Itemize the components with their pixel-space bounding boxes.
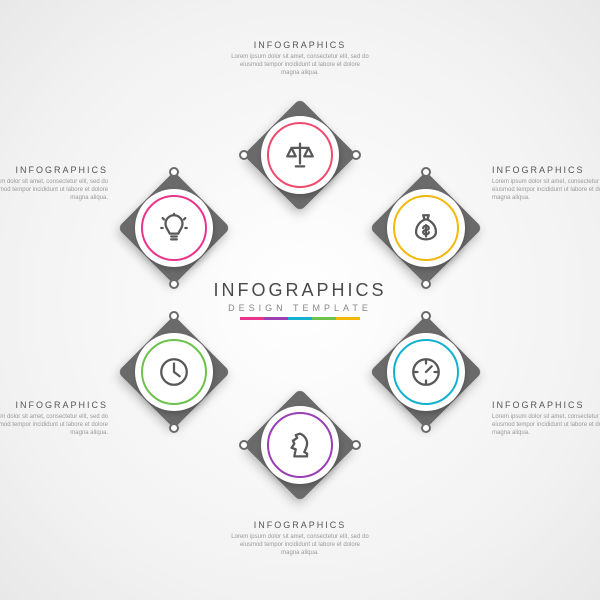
node-label-bottom-left: INFOGRAPHICS Lorem ipsum dolor sit amet, … bbox=[0, 400, 108, 437]
node-bottom-left bbox=[119, 317, 229, 427]
node-label-top-right: INFOGRAPHICS Lorem ipsum dolor sit amet, … bbox=[492, 165, 600, 202]
label-heading: INFOGRAPHICS bbox=[230, 520, 370, 530]
gps-icon bbox=[409, 355, 443, 389]
node-disc bbox=[387, 333, 465, 411]
label-heading: INFOGRAPHICS bbox=[230, 40, 370, 50]
label-heading: INFOGRAPHICS bbox=[492, 400, 600, 410]
label-body: Lorem ipsum dolor sit amet, consectetur … bbox=[0, 413, 108, 437]
clock-icon bbox=[157, 355, 191, 389]
center-label: INFOGRAPHICS DESIGN TEMPLATE bbox=[200, 280, 400, 320]
node-top bbox=[245, 100, 355, 210]
node-disc bbox=[261, 116, 339, 194]
lightbulb-icon bbox=[157, 211, 191, 245]
node-label-top-left: INFOGRAPHICS Lorem ipsum dolor sit amet, … bbox=[0, 165, 108, 202]
label-heading: INFOGRAPHICS bbox=[492, 165, 600, 175]
moneybag-icon bbox=[409, 211, 443, 245]
node-label-top: INFOGRAPHICS Lorem ipsum dolor sit amet, … bbox=[230, 40, 370, 77]
node-top-left bbox=[119, 173, 229, 283]
infographic-stage: INFOGRAPHICS DESIGN TEMPLATE INFOGRAPHIC… bbox=[0, 0, 600, 600]
node-label-bottom: INFOGRAPHICS Lorem ipsum dolor sit amet, … bbox=[230, 520, 370, 557]
label-heading: INFOGRAPHICS bbox=[0, 400, 108, 410]
node-bottom bbox=[245, 390, 355, 500]
label-body: Lorem ipsum dolor sit amet, consectetur … bbox=[0, 178, 108, 202]
label-body: Lorem ipsum dolor sit amet, consectetur … bbox=[230, 53, 370, 77]
scale-icon bbox=[283, 138, 317, 172]
node-disc bbox=[261, 406, 339, 484]
node-disc bbox=[135, 333, 213, 411]
knight-icon bbox=[283, 428, 317, 462]
label-body: Lorem ipsum dolor sit amet, consectetur … bbox=[492, 413, 600, 437]
node-top-right bbox=[371, 173, 481, 283]
label-body: Lorem ipsum dolor sit amet, consectetur … bbox=[492, 178, 600, 202]
label-heading: INFOGRAPHICS bbox=[0, 165, 108, 175]
label-body: Lorem ipsum dolor sit amet, consectetur … bbox=[230, 533, 370, 557]
node-disc bbox=[387, 189, 465, 267]
center-title: INFOGRAPHICS bbox=[200, 280, 400, 301]
node-label-bottom-right: INFOGRAPHICS Lorem ipsum dolor sit amet, … bbox=[492, 400, 600, 437]
node-bottom-right bbox=[371, 317, 481, 427]
center-subtitle: DESIGN TEMPLATE bbox=[200, 303, 400, 313]
rainbow-underline bbox=[240, 317, 360, 320]
node-disc bbox=[135, 189, 213, 267]
